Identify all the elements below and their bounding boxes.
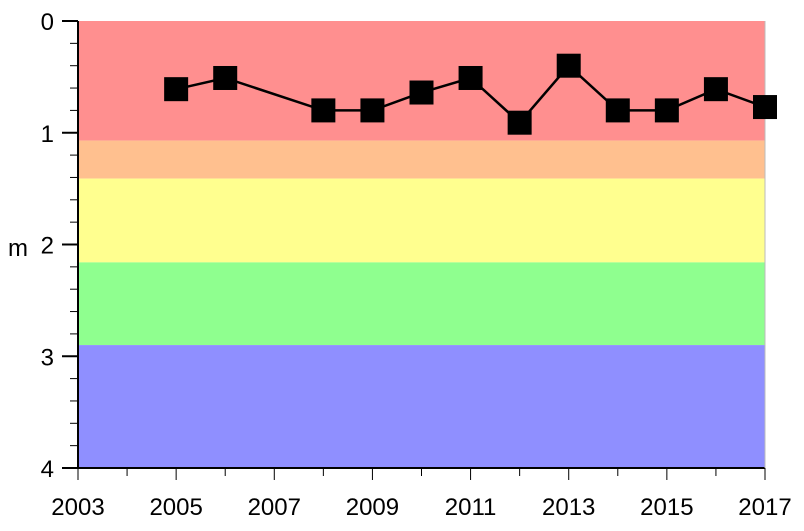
x-tick-label: 2015 [640, 494, 693, 521]
x-axis-ticks: 2003 2005 2007 2009 2011 2013 2015 2017 [51, 468, 792, 521]
data-point-2017 [753, 95, 777, 120]
band-3 [78, 262, 765, 346]
data-point-2006 [213, 65, 238, 90]
y-tick-label: 2 [41, 233, 54, 260]
band-4 [78, 345, 765, 468]
series-layer [164, 53, 777, 135]
data-point-2009 [360, 98, 385, 123]
x-tick-label: 2017 [738, 494, 791, 521]
data-point-2008 [311, 98, 336, 123]
data-point-2011 [458, 65, 483, 90]
y-tick-label: 3 [41, 344, 54, 371]
x-tick-label: 2009 [346, 494, 399, 521]
x-tick-label: 2005 [149, 494, 202, 521]
data-point-2010 [409, 80, 434, 105]
band-2 [78, 178, 765, 263]
y-tick-label: 1 [41, 121, 54, 148]
y-tick-label: 4 [41, 456, 54, 483]
y-tick-label: 0 [41, 9, 54, 36]
band-1 [78, 140, 765, 179]
y-axis-ticks: 0 1 2 3 4 [41, 9, 78, 483]
x-tick-label: 2013 [542, 494, 595, 521]
data-point-2015 [654, 98, 679, 123]
x-tick-label: 2003 [51, 494, 104, 521]
x-tick-label: 2007 [248, 494, 301, 521]
data-point-2016 [703, 77, 728, 102]
data-point-2012 [507, 110, 532, 135]
data-point-2005 [164, 77, 189, 102]
background-bands [78, 21, 765, 468]
y-axis-label: m [8, 235, 28, 262]
data-point-2014 [605, 98, 630, 123]
x-tick-label: 2011 [445, 494, 497, 521]
data-point-2013 [556, 53, 581, 78]
